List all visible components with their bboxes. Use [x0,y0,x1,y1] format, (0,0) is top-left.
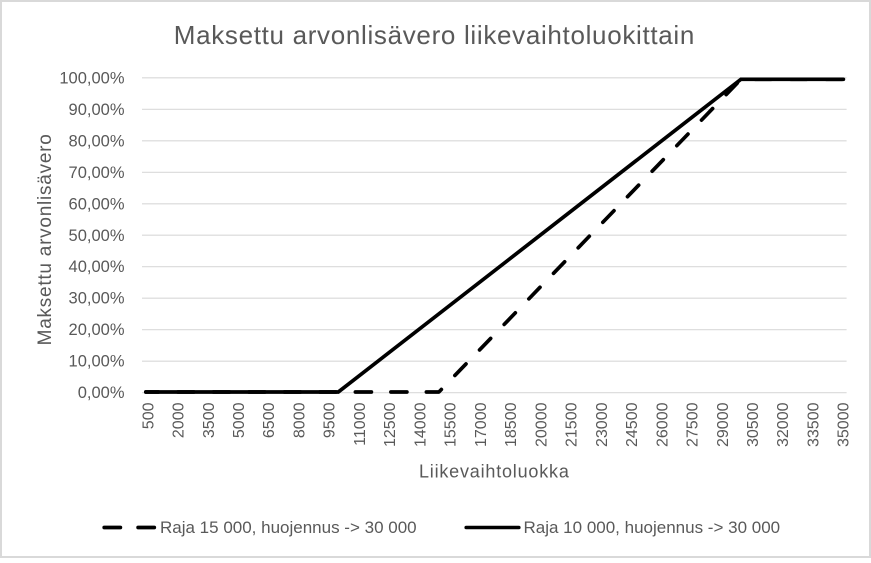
svg-text:5000: 5000 [231,402,248,438]
svg-text:26000: 26000 [654,402,671,447]
svg-text:35000: 35000 [836,402,853,447]
svg-text:40,00%: 40,00% [69,258,125,276]
svg-text:27500: 27500 [685,402,702,447]
svg-text:Raja 15 000, huojennus -> 30 0: Raja 15 000, huojennus -> 30 000 [160,518,417,537]
svg-text:14000: 14000 [412,402,429,447]
svg-text:Maksettu arvonlisävero liikeva: Maksettu arvonlisävero liikevaihtoluokit… [174,20,695,50]
svg-text:30,00%: 30,00% [69,290,125,308]
svg-text:Maksettu arvonlisävero: Maksettu arvonlisävero [35,133,56,345]
svg-text:33500: 33500 [806,402,823,447]
svg-text:20,00%: 20,00% [69,321,125,339]
svg-text:70,00%: 70,00% [69,164,125,182]
svg-text:0,00%: 0,00% [78,384,125,402]
svg-text:23000: 23000 [594,402,611,447]
svg-text:90,00%: 90,00% [69,101,125,119]
svg-text:15500: 15500 [443,402,460,447]
svg-text:80,00%: 80,00% [69,132,125,150]
svg-text:24500: 24500 [624,402,641,447]
svg-text:8000: 8000 [292,402,309,438]
svg-text:20000: 20000 [533,402,550,447]
svg-text:32000: 32000 [775,402,792,447]
svg-text:17000: 17000 [473,402,490,447]
svg-text:12500: 12500 [382,402,399,447]
svg-text:21500: 21500 [564,402,581,447]
svg-text:60,00%: 60,00% [69,195,125,213]
svg-text:Liikevaihtoluokka: Liikevaihtoluokka [419,462,570,482]
svg-text:10,00%: 10,00% [69,353,125,371]
svg-text:500: 500 [140,402,157,429]
svg-text:2000: 2000 [171,402,188,438]
svg-text:3500: 3500 [201,402,218,438]
svg-text:30500: 30500 [745,402,762,447]
svg-text:18500: 18500 [503,402,520,447]
svg-text:11000: 11000 [352,402,369,445]
svg-text:6500: 6500 [261,402,278,438]
svg-text:Raja 10 000, huojennus -> 30 0: Raja 10 000, huojennus -> 30 000 [524,518,781,537]
svg-text:9500: 9500 [322,402,339,438]
svg-text:50,00%: 50,00% [69,227,125,245]
svg-text:29000: 29000 [715,402,732,447]
svg-text:100,00%: 100,00% [59,69,124,87]
